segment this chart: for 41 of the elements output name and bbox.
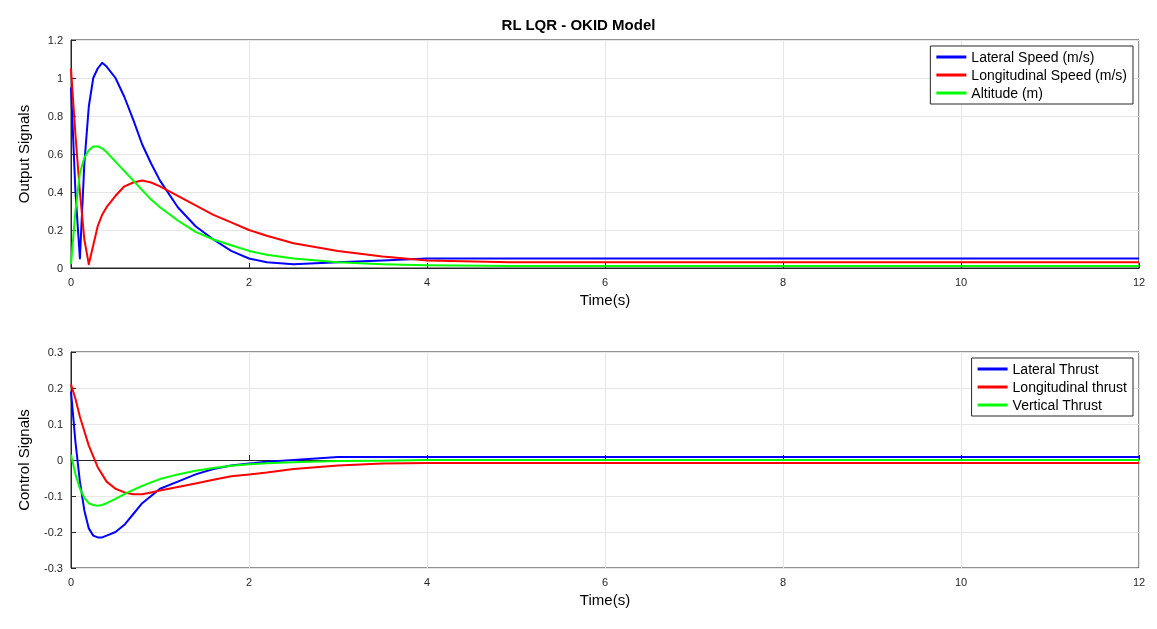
legend-label: Lateral Thrust (1012, 361, 1099, 377)
y-tick-label: 1 (56, 72, 63, 84)
x-tick-label: 0 (67, 275, 75, 288)
x-tick-label: 12 (1132, 575, 1146, 588)
y-tick-label: -0.3 (44, 562, 63, 574)
y-axis-title: Control Signals (15, 409, 32, 511)
y-axis-title: Output Signals (15, 104, 32, 204)
x-axis-title: Time(s) (579, 591, 631, 608)
x-tick-label: 10 (954, 575, 968, 588)
x-tick-label: 4 (423, 275, 431, 288)
y-tick-label: 0 (56, 454, 63, 466)
legend-label: Lateral Speed (m/s) (971, 49, 1095, 65)
x-tick-label: 2 (245, 275, 253, 288)
x-tick-label: 4 (423, 575, 431, 588)
legend-label: Altitude (m) (971, 85, 1043, 101)
y-tick-label: 0 (56, 262, 63, 274)
y-tick-label: 1.2 (47, 34, 63, 46)
x-tick-label: 8 (779, 275, 787, 288)
legend-label: Vertical Thrust (1012, 397, 1102, 413)
y-tick-label: 0.4 (47, 186, 63, 198)
y-tick-label: 0.6 (47, 148, 63, 160)
x-tick-label: 10 (954, 275, 968, 288)
x-tick-label: 2 (245, 575, 253, 588)
chart-title: RL LQR - OKID Model (501, 16, 656, 33)
x-tick-label: 8 (779, 575, 787, 588)
x-tick-label: 6 (601, 275, 609, 288)
x-tick-label: 6 (601, 575, 609, 588)
line-series (70, 453, 1140, 507)
y-tick-label: 0.3 (47, 346, 63, 358)
x-tick-label: 0 (67, 575, 75, 588)
y-tick-label: 0.1 (47, 418, 63, 430)
y-tick-label: 0.2 (47, 224, 63, 236)
y-tick-label: -0.2 (44, 526, 63, 538)
y-tick-label: -0.1 (44, 490, 63, 502)
legend-label: Longitudinal Speed (m/s) (971, 67, 1128, 83)
y-tick-label: 0.8 (47, 110, 63, 122)
line-series (70, 383, 1140, 496)
x-axis-title: Time(s) (579, 291, 631, 308)
y-tick-label: 0.2 (47, 382, 63, 394)
x-tick-label: 12 (1132, 275, 1146, 288)
legend-label: Longitudinal thrust (1012, 379, 1128, 395)
